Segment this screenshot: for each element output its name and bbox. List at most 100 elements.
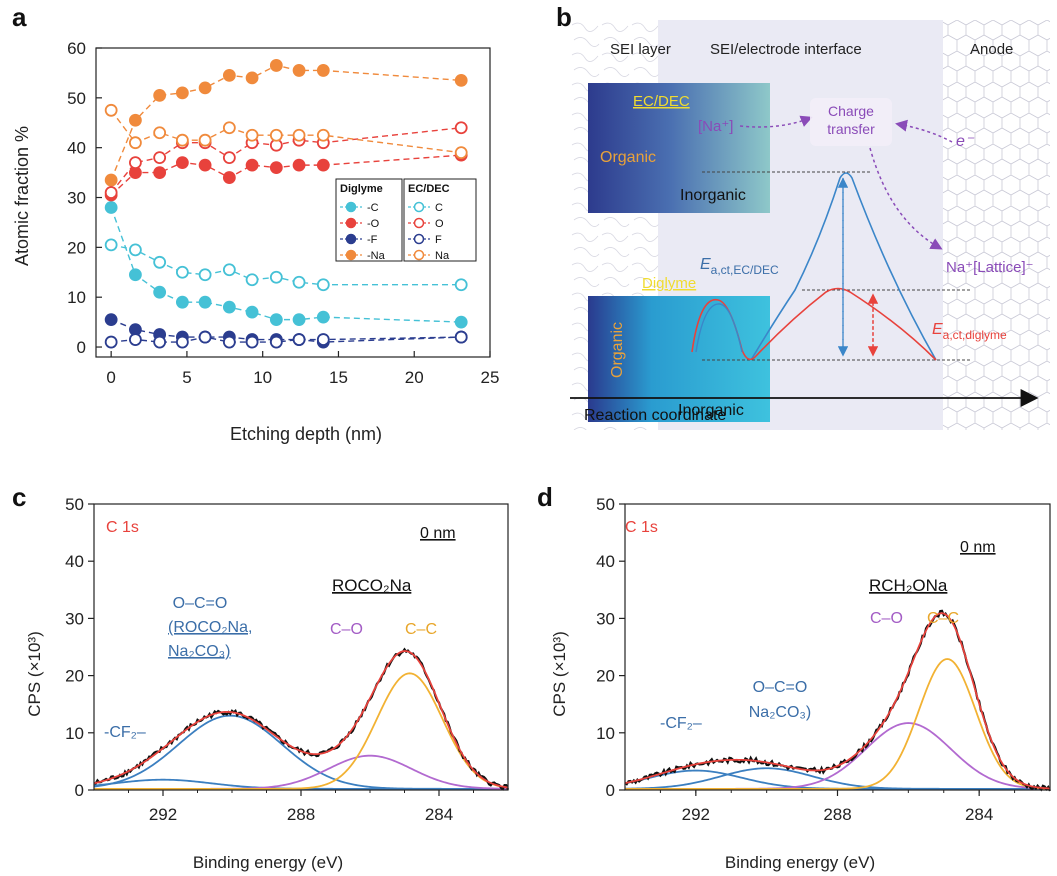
data-point-ecdec-c [245, 273, 259, 287]
data-point-ecdec-f [222, 335, 236, 349]
chart-d-y-tick-label: 10 [596, 724, 615, 743]
chart-c-xps-c1s: 292 288 284 0 10 20 30 40 50 C 1s 0 nm ROCO₂Na C… [25, 495, 510, 872]
data-point-ecdec-na [128, 136, 142, 150]
data-point-ecdec-f [198, 330, 212, 344]
data-point-diglyme-o [198, 158, 212, 172]
electron-label: e⁻ [956, 133, 975, 150]
chart-d-x-tick-label: 292 [682, 805, 710, 824]
data-point-ecdec-c [175, 265, 189, 279]
chart-d-corner-label: C 1s [625, 519, 658, 536]
chart-d-co-label: C–O [870, 610, 903, 627]
data-point-ecdec-o [128, 156, 142, 170]
diglyme-curve-shadow [695, 303, 743, 353]
data-point-ecdec-na [292, 128, 306, 142]
chart-d-x-axis-label: Binding energy (eV) [725, 853, 875, 872]
series-line-diglyme-na [110, 64, 462, 181]
header-anode: Anode [970, 41, 1013, 58]
diglyme-sei-block [588, 296, 770, 422]
inorganic-bottom-label: Inorganic [678, 402, 744, 419]
charge-transfer-line2: transfer [827, 121, 875, 137]
panel-letter-b: b [556, 2, 572, 32]
data-point-diglyme-c [454, 315, 468, 329]
data-point-diglyme-na [454, 73, 468, 87]
legend-label: -F [367, 234, 378, 246]
data-point-diglyme-f [104, 313, 118, 327]
data-point-ecdec-o [454, 121, 468, 135]
chart-c-y-tick-label: 50 [65, 495, 84, 514]
chart-d-y-tick-label: 0 [606, 781, 615, 800]
chart-c-y-tick-label: 20 [65, 667, 84, 686]
data-point-ecdec-f [269, 335, 283, 349]
legend-marker [345, 217, 357, 229]
data-point-diglyme-na [316, 64, 330, 77]
chart-a-x-tick-label: 5 [182, 368, 191, 387]
chart-a-atomic-fraction: 0 5 10 15 20 25 0 10 20 30 40 50 60 Etching depth (n… [12, 39, 499, 444]
data-point-diglyme-na [104, 173, 118, 187]
legend-marker [413, 201, 425, 213]
data-point-diglyme-c [222, 300, 236, 314]
chart-a-y-axis-label: Atomic fraction % [12, 126, 32, 266]
data-point-ecdec-f [104, 335, 118, 349]
data-point-diglyme-c [316, 310, 330, 324]
data-point-ecdec-c [128, 243, 142, 257]
data-point-ecdec-c [222, 263, 236, 277]
chart-a-y-tick-label: 60 [67, 39, 86, 58]
charge-transfer-box [810, 98, 892, 146]
chart-a-x-tick-label: 15 [329, 368, 348, 387]
legend-marker [413, 233, 425, 245]
data-point-diglyme-c [104, 201, 118, 214]
legend-marker [413, 249, 425, 261]
data-point-ecdec-na [316, 128, 330, 142]
ecdec-sei-block [588, 83, 770, 213]
chart-d-x-tick-label: 288 [823, 805, 851, 824]
chart-a-legend: Diglyme EC/DEC -C C -O O -F F -Na Na [335, 178, 477, 262]
chart-a-y-tick-label: 50 [67, 89, 86, 108]
data-point-ecdec-o [222, 151, 236, 165]
chart-d-fit-envelope [624, 612, 1051, 790]
data-point-ecdec-f [128, 333, 142, 346]
data-point-diglyme-o [316, 158, 330, 172]
inorganic-top-label: Inorganic [680, 187, 746, 204]
legend-label: -C [367, 202, 379, 214]
data-point-diglyme-o [292, 158, 306, 172]
data-point-ecdec-f [175, 335, 189, 349]
chart-c-depth-label: 0 nm [420, 525, 456, 542]
chart-c-oco-line2: (ROCO₂Na, [168, 619, 252, 636]
chart-c-x-axis-label: Binding energy (eV) [193, 853, 343, 872]
chart-d-y-axis-label: CPS (×10³) [550, 631, 569, 717]
data-point-diglyme-na [269, 59, 283, 72]
legend-marker [345, 249, 357, 261]
data-point-diglyme-o [153, 166, 167, 179]
data-point-diglyme-c [269, 313, 283, 327]
chart-c-y-tick-label: 0 [75, 781, 84, 800]
data-point-ecdec-c [104, 238, 118, 252]
anode-region [943, 20, 1050, 430]
na-ion-arrow [739, 115, 813, 128]
chart-d-species-label: RCH₂ONa [869, 576, 948, 595]
data-point-ecdec-f [316, 333, 330, 346]
legend-label: Na [435, 250, 450, 262]
data-point-ecdec-na [245, 128, 259, 142]
data-point-ecdec-na [269, 128, 283, 142]
data-point-ecdec-c [198, 268, 212, 282]
data-point-diglyme-c [153, 285, 167, 299]
data-point-diglyme-c [175, 295, 189, 309]
data-point-ecdec-o [153, 151, 167, 165]
data-point-ecdec-c [454, 278, 468, 292]
na-ion-label: [Na⁺] [698, 118, 733, 135]
legend-label: F [435, 234, 442, 246]
data-point-ecdec-c [292, 275, 306, 289]
ea-ecdec-label: Ea,ct,EC/DEC [700, 256, 779, 277]
data-point-ecdec-na [222, 121, 236, 135]
chart-c-oco-line1: O–C=O [173, 595, 228, 612]
chart-d-oco-line1: O–C=O [753, 679, 808, 696]
chart-a-y-tick-label: 10 [67, 288, 86, 307]
chart-c-cc-label: C–C [405, 621, 437, 638]
data-point-diglyme-na [175, 86, 189, 100]
data-point-ecdec-na [198, 133, 212, 147]
data-point-ecdec-f [153, 335, 167, 349]
panel-letter-d: d [537, 482, 553, 512]
data-point-ecdec-na [104, 103, 118, 117]
series-line-ecdec-f [111, 336, 462, 343]
diglyme-label: Diglyme [642, 275, 696, 292]
